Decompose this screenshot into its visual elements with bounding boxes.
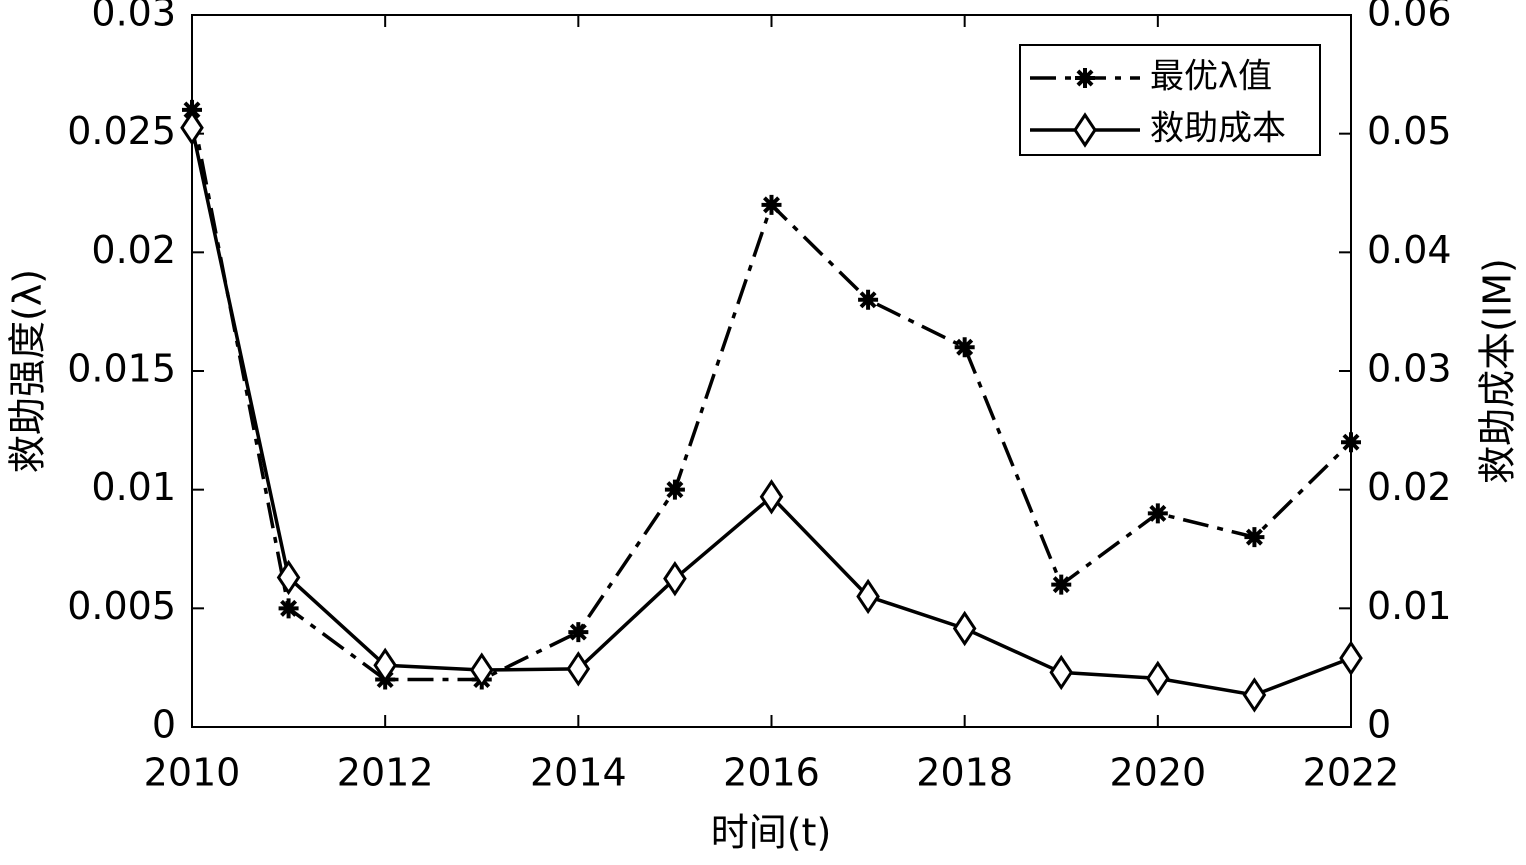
data-point (1341, 432, 1361, 453)
y-tick-label: 0.01 (91, 465, 176, 509)
x-tick-label: 2014 (530, 751, 627, 795)
y-tick-label: 0.015 (67, 347, 176, 391)
data-point (373, 647, 397, 683)
legend-marker (1073, 112, 1097, 148)
data-point (1146, 660, 1170, 697)
data-point (954, 337, 975, 358)
data-point (1147, 503, 1168, 524)
y-tick-label: 0.005 (67, 584, 176, 628)
legend-marker (1075, 68, 1095, 88)
y-axis-label: 救助强度(λ) (6, 269, 50, 473)
y-tick-label: 0 (152, 703, 176, 747)
data-point (566, 651, 591, 687)
y2-axis-label: 救助成本(IM) (1476, 258, 1520, 484)
data-point (469, 652, 494, 688)
y2-tick-label: 0.05 (1367, 109, 1452, 153)
legend-label: 最优λ值 (1150, 57, 1272, 97)
data-point (1242, 677, 1267, 713)
data-point (1244, 527, 1265, 548)
x-tick-label: 2012 (337, 751, 434, 795)
y-tick-label: 0.03 (91, 0, 176, 35)
data-point (182, 99, 202, 120)
x-tick-label: 2020 (1109, 751, 1206, 795)
data-point (276, 559, 301, 596)
x-axis-label: 时间(t) (711, 811, 832, 855)
data-point (759, 479, 784, 515)
y2-tick-label: 0.03 (1367, 347, 1452, 391)
y2-tick-label: 0.06 (1367, 0, 1452, 35)
y2-tick-label: 0.01 (1367, 584, 1452, 628)
y2-tick-label: 0.02 (1367, 465, 1452, 509)
y2-tick-label: 0 (1367, 703, 1391, 747)
data-point (1339, 640, 1363, 676)
legend-label: 救助成本 (1150, 109, 1286, 149)
x-tick-label: 2010 (144, 751, 241, 795)
data-point (663, 560, 687, 597)
legend-box (1019, 44, 1321, 156)
data-point (1051, 574, 1072, 595)
data-point (952, 610, 977, 647)
x-tick-label: 2018 (916, 751, 1013, 795)
data-point (664, 479, 685, 500)
data-point (278, 598, 299, 619)
data-point (180, 110, 204, 146)
data-point (858, 289, 879, 310)
x-tick-label: 2016 (723, 751, 820, 795)
data-point (1049, 654, 1074, 691)
data-point (568, 622, 589, 643)
data-point (761, 194, 782, 215)
data-point (856, 578, 880, 615)
x-tick-label: 2022 (1303, 751, 1400, 795)
y2-tick-label: 0.04 (1367, 228, 1452, 272)
y-tick-label: 0.02 (91, 228, 176, 272)
y-tick-label: 0.025 (67, 109, 176, 153)
